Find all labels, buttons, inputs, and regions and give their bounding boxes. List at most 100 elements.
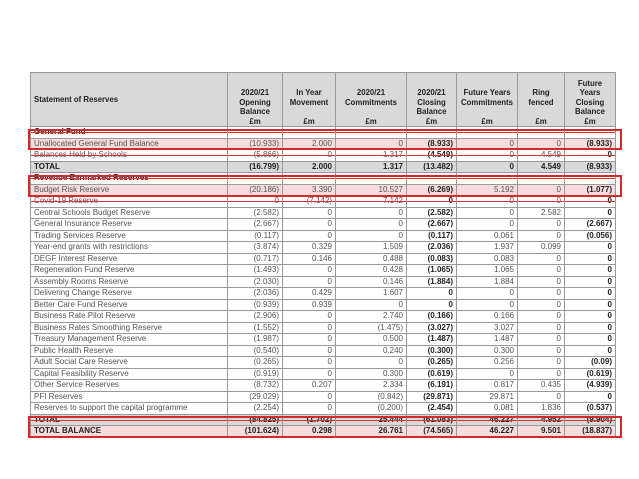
value-cell: 0 <box>456 195 518 208</box>
column-header: In Year Movement £m <box>282 72 336 127</box>
value-cell: 0.300 <box>456 344 518 357</box>
value-cell: 0 <box>517 390 565 403</box>
value-cell: 0.500 <box>335 333 407 346</box>
value-cell: (0.842) <box>335 390 407 403</box>
value-cell: 0.300 <box>335 367 407 380</box>
value-cell: (2.254) <box>227 402 283 415</box>
row-label: Assembly Rooms Reserve <box>30 275 228 288</box>
value-cell: 0 <box>517 367 565 380</box>
value-cell: 0.428 <box>335 264 407 277</box>
value-cell: 0 <box>517 195 565 208</box>
table-row: Business Rate Pilot Reserve (2.906) 0 2.740… <box>30 310 616 323</box>
value-cell: 0 <box>517 137 565 150</box>
value-cell: 0 <box>335 298 407 311</box>
value-cell: 0 <box>456 160 518 173</box>
value-cell: (8.933) <box>564 137 616 150</box>
value-cell: 0.329 <box>282 241 336 254</box>
row-label: Balances Held by Schools <box>30 149 228 162</box>
row-label: Unallocated General Fund Balance <box>30 137 228 150</box>
value-cell: 0 <box>564 287 616 300</box>
value-cell: 0.099 <box>517 241 565 254</box>
value-cell: 9.501 <box>517 425 565 438</box>
value-cell: 0 <box>517 310 565 323</box>
value-cell: (1.552) <box>227 321 283 334</box>
value-cell: 0 <box>282 310 336 323</box>
value-cell: 0 <box>517 275 565 288</box>
table-row: Adult Social Care Reserve (0.265) 0 0 (0.265… <box>30 356 616 369</box>
value-cell <box>564 126 616 139</box>
value-cell: 0 <box>282 333 336 346</box>
row-label: Capital Feasibility Reserve <box>30 367 228 380</box>
value-cell: 1.937 <box>456 241 518 254</box>
value-cell: 0 <box>406 298 457 311</box>
total-row: TOTAL BALANCE (101.624) 0.298 26.761 (74.565… <box>30 425 616 438</box>
value-cell: (0.939) <box>227 298 283 311</box>
value-cell: 0.207 <box>282 379 336 392</box>
value-cell: (0.117) <box>406 229 457 242</box>
row-label: Covid-19 Reserve <box>30 195 228 208</box>
value-cell <box>227 172 283 185</box>
value-cell: 0 <box>406 287 457 300</box>
section-header-row: Revenue Earmarked Reserves <box>30 172 616 185</box>
value-cell: 0.939 <box>282 298 336 311</box>
section-header-row: General Fund <box>30 126 616 139</box>
value-cell: 0 <box>282 264 336 277</box>
table-row: Covid-19 Reserve 0 (7.142) 7.142 0 0 0 0 <box>30 195 616 208</box>
value-cell: 0 <box>456 298 518 311</box>
row-label: Revenue Earmarked Reserves <box>30 172 228 185</box>
table-row: Central Schools Budget Reserve (2.582) 0 0(… <box>30 206 616 219</box>
table-row: Trading Services Reserve (0.117) 0 0 (0.117)… <box>30 229 616 242</box>
value-cell: 0 <box>456 367 518 380</box>
value-cell: (2.030) <box>227 275 283 288</box>
value-cell: 0 <box>282 229 336 242</box>
value-cell: 0 <box>564 344 616 357</box>
value-cell: 0.298 <box>282 425 336 438</box>
table-row: Business Rates Smoothing Reserve (1.552) 0… <box>30 321 616 334</box>
value-cell: (101.624) <box>227 425 283 438</box>
row-label: Budget Risk Reserve <box>30 183 228 196</box>
row-label: TOTAL <box>30 160 228 173</box>
value-cell: 0 <box>564 252 616 265</box>
value-cell: (2.582) <box>227 206 283 219</box>
table-row: Regeneration Fund Reserve (1.493) 0 0.428 (1… <box>30 264 616 277</box>
value-cell: 3.390 <box>282 183 336 196</box>
value-cell: (0.619) <box>406 367 457 380</box>
value-cell: 2.000 <box>282 160 336 173</box>
statement-of-reserves-table: Statement of Reserves 2020/21 Opening Bal… <box>30 72 616 438</box>
value-cell: 0 <box>335 218 407 231</box>
table-row: Other Service Reserves (8.732) 0.207 2.334(… <box>30 379 616 392</box>
value-cell: (13.482) <box>406 160 457 173</box>
value-cell: (8.933) <box>564 160 616 173</box>
value-cell: 0 <box>282 390 336 403</box>
row-label: Other Service Reserves <box>30 379 228 392</box>
table-row: PFI Reserves (29.029) 0 (0.842) (29.871) 29.8… <box>30 390 616 403</box>
value-cell: (0.166) <box>406 310 457 323</box>
value-cell: (1.077) <box>564 183 616 196</box>
value-cell <box>456 172 518 185</box>
row-label: Public Health Reserve <box>30 344 228 357</box>
value-cell: 0 <box>282 356 336 369</box>
row-label: Trading Services Reserve <box>30 229 228 242</box>
value-cell: 2.334 <box>335 379 407 392</box>
value-cell: 0.240 <box>335 344 407 357</box>
value-cell: 0 <box>564 310 616 323</box>
value-cell: 0 <box>282 218 336 231</box>
value-cell: (0.540) <box>227 344 283 357</box>
value-cell: 4.952 <box>517 413 565 426</box>
value-cell: 1.317 <box>335 160 407 173</box>
value-cell: 0 <box>282 149 336 162</box>
table-row: General Insurance Reserve (2.667) 0 0 (2.667… <box>30 218 616 231</box>
value-cell: (8.732) <box>227 379 283 392</box>
row-label: TOTAL <box>30 413 228 426</box>
value-cell: 0 <box>456 206 518 219</box>
row-label: DEGF Interest Reserve <box>30 252 228 265</box>
value-cell: 0 <box>564 195 616 208</box>
value-cell: (2.667) <box>406 218 457 231</box>
table-row: Reserves to support the capital programm… <box>30 402 616 415</box>
value-cell: (5.866) <box>227 149 283 162</box>
value-cell: 1.065 <box>456 264 518 277</box>
value-cell: 4.549 <box>517 149 565 162</box>
row-label: Year-end grants with restrictions <box>30 241 228 254</box>
value-cell: (29.029) <box>227 390 283 403</box>
row-label: Regeneration Fund Reserve <box>30 264 228 277</box>
